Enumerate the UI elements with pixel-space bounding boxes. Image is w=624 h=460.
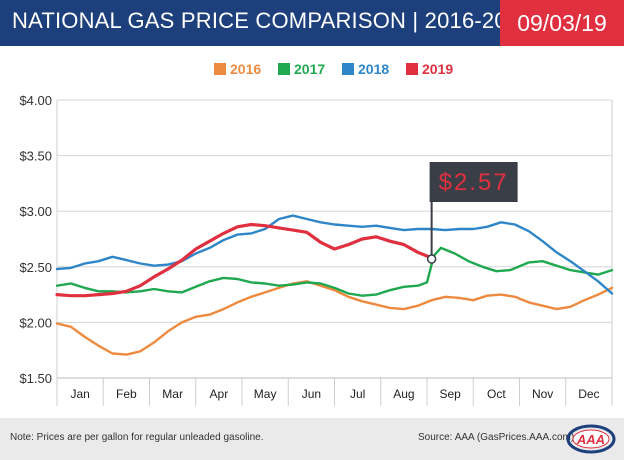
callout-marker [426, 254, 437, 264]
legend-swatch-2018 [342, 63, 354, 75]
legend-label-2017: 2017 [294, 61, 325, 77]
y-tick-label: $1.50 [19, 371, 52, 386]
series-line-2016 [55, 280, 614, 356]
date-badge: 09/03/19 [500, 0, 624, 46]
legend-swatch-2016 [214, 63, 226, 75]
footer-source: Source: AAA (GasPrices.AAA.com) [418, 432, 575, 443]
x-tick-label: Aug [393, 387, 414, 401]
y-tick-label: $2.50 [19, 260, 52, 275]
x-tick-label: Jun [302, 387, 321, 401]
y-tick-label: $2.00 [19, 315, 52, 330]
callout-panel [429, 162, 518, 202]
legend-label-2018: 2018 [358, 61, 389, 77]
x-tick-label: Feb [116, 387, 137, 401]
series-line-2017 [55, 246, 614, 297]
x-tick-label: Oct [487, 387, 506, 401]
y-tick-label: $3.00 [19, 204, 52, 219]
x-tick-label: Dec [578, 387, 599, 401]
line-chart: $1.50 $2.00 $2.50 $3.00 $3.50 $4.00 Jan Feb Mar A… [19, 61, 614, 406]
legend-swatch-2017 [278, 63, 290, 75]
x-tick-label: May [254, 387, 277, 401]
x-tick-label: Apr [210, 387, 229, 401]
legend-label-2019: 2019 [422, 61, 453, 77]
x-tick-label: Jan [70, 387, 89, 401]
chart-title: NATIONAL GAS PRICE COMPARISON | 2016-201… [12, 8, 532, 33]
footer-bar: Note: Prices are per gallon for regular … [0, 418, 624, 460]
series-line-2019 [55, 222, 434, 298]
x-tick-label: Sep [439, 387, 461, 401]
series-line-2018 [55, 214, 614, 295]
aaa-logo-icon: AAA [566, 424, 616, 454]
x-tick-label: Mar [162, 387, 183, 401]
x-tick-label: Jul [350, 387, 365, 401]
x-tick-label: Nov [532, 387, 553, 401]
y-tick-label: $3.50 [19, 149, 52, 164]
legend-label-2016: 2016 [230, 61, 261, 77]
aaa-logo-text: AAA [576, 432, 605, 447]
legend-swatch-2019 [406, 63, 418, 75]
callout-value: $2.57 [439, 169, 509, 196]
footer-note: Note: Prices are per gallon for regular … [10, 432, 264, 443]
header-bar: NATIONAL GAS PRICE COMPARISON | 2016-201… [0, 0, 624, 46]
y-tick-label: $4.00 [19, 93, 52, 108]
